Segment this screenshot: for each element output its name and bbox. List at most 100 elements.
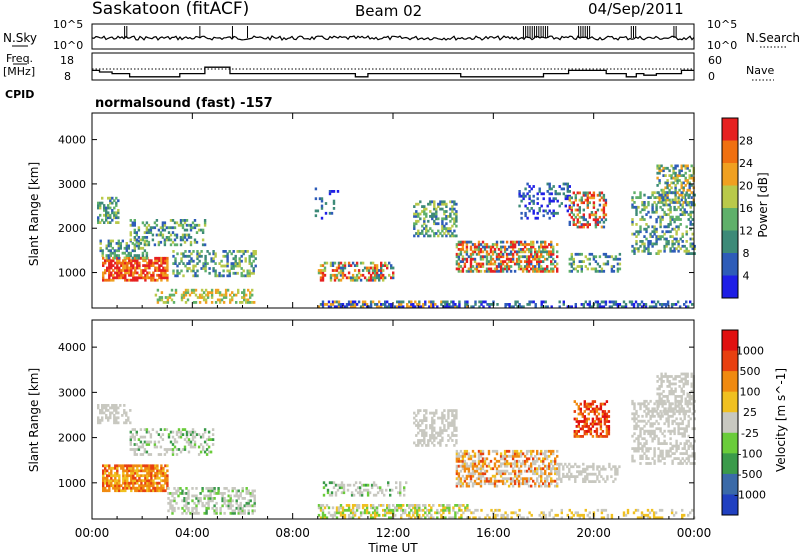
heatmap-cell [137, 239, 141, 243]
heatmap-cell [231, 499, 234, 503]
heatmap-cell [133, 223, 136, 227]
heatmap-cell [574, 475, 577, 478]
heatmap-cell [389, 493, 392, 497]
heatmap-cell [102, 276, 105, 280]
heatmap-cell [199, 450, 203, 454]
heatmap-cell [237, 497, 240, 500]
heatmap-cell [463, 477, 467, 481]
heatmap-cell [475, 464, 479, 468]
heatmap-cell [101, 201, 104, 205]
heatmap-cell [633, 449, 636, 453]
heatmap-cell [237, 511, 240, 515]
heatmap-cell [631, 198, 634, 202]
heatmap-cell [515, 262, 519, 266]
heatmap-cell [651, 208, 654, 212]
heatmap-cell [193, 219, 197, 222]
heatmap-cell [223, 492, 226, 495]
heatmap-cell [427, 229, 430, 233]
heatmap-cell [645, 454, 648, 458]
heatmap-cell [134, 261, 137, 265]
heatmap-cell [417, 426, 420, 430]
heatmap-cell [232, 271, 235, 275]
heatmap-cell [254, 252, 257, 256]
heatmap-cell [598, 269, 602, 273]
heatmap-cell [412, 511, 415, 515]
heatmap-cell [185, 233, 189, 237]
heatmap-cell [658, 402, 661, 406]
heatmap-cell [578, 208, 581, 212]
heatmap-cell [526, 216, 529, 220]
heatmap-cell [440, 300, 443, 304]
heatmap-cell [576, 269, 579, 273]
heatmap-cell [144, 469, 147, 473]
heatmap-cell [375, 264, 379, 267]
heatmap-cell [471, 449, 475, 453]
heatmap-cell [416, 508, 419, 512]
heatmap-cell [554, 190, 557, 193]
heatmap-cell [572, 267, 575, 271]
heatmap-cell [497, 252, 501, 256]
heatmap-cell [568, 190, 571, 193]
heatmap-cell [685, 230, 688, 234]
heatmap-cell [501, 454, 505, 458]
heatmap-cell [97, 201, 100, 205]
heatmap-cell [677, 225, 680, 229]
heatmap-cell [687, 305, 690, 309]
heatmap-cell [465, 449, 469, 453]
heatmap-cell [465, 243, 469, 246]
heatmap-cell [568, 206, 571, 209]
heatmap-cell [112, 269, 115, 272]
heatmap-cell [674, 179, 677, 182]
heatmap-cell [651, 409, 654, 413]
heatmap-cell [691, 210, 694, 214]
heatmap-cell [669, 414, 672, 418]
heatmap-cell [400, 508, 403, 512]
heatmap-cell [115, 404, 118, 407]
heatmap-cell [425, 212, 428, 216]
heatmap-cell [670, 191, 673, 195]
heatmap-cell [105, 409, 108, 412]
heatmap-cell [591, 420, 595, 423]
heatmap-cell [104, 271, 107, 275]
heatmap-cell [232, 262, 235, 265]
heatmap-cell [659, 235, 662, 238]
heatmap-cell [197, 511, 200, 515]
heatmap-cell [542, 459, 545, 463]
heatmap-cell [175, 489, 178, 493]
heatmap-cell [239, 506, 242, 510]
heatmap-cell [122, 476, 125, 480]
heatmap-cell [499, 472, 503, 476]
heatmap-cell [384, 261, 387, 265]
heatmap-cell [601, 412, 605, 416]
heatmap-cell [507, 257, 511, 261]
heatmap-cell [538, 260, 541, 263]
heatmap-cell [550, 449, 553, 453]
heatmap-cell [647, 240, 650, 243]
heatmap-cell [112, 486, 115, 490]
heatmap-cell [511, 477, 515, 481]
heatmap-cell [171, 511, 174, 515]
heatmap-cell [479, 479, 483, 483]
heatmap-cell [528, 209, 531, 213]
heatmap-cell [572, 201, 575, 205]
heatmap-cell [235, 499, 238, 503]
heatmap-cell [477, 252, 481, 256]
heatmap-cell [244, 274, 247, 278]
heatmap-cell [249, 301, 252, 304]
heatmap-cell [169, 448, 173, 451]
heatmap-cell [201, 238, 205, 242]
heatmap-cell [130, 266, 133, 270]
heatmap-cell [134, 266, 137, 270]
heatmap-cell [349, 276, 353, 280]
heatmap-cell [580, 198, 583, 202]
heatmap-cell [353, 278, 357, 282]
heatmap-cell [435, 431, 438, 435]
heatmap-cell [461, 243, 465, 246]
heatmap-cell [133, 448, 136, 451]
heatmap-cell [501, 262, 505, 266]
heatmap-cell [505, 464, 509, 468]
heatmap-cell [452, 506, 455, 510]
heatmap-cell [503, 260, 507, 263]
heatmap-cell [342, 488, 346, 492]
heatmap-cell [686, 188, 689, 192]
